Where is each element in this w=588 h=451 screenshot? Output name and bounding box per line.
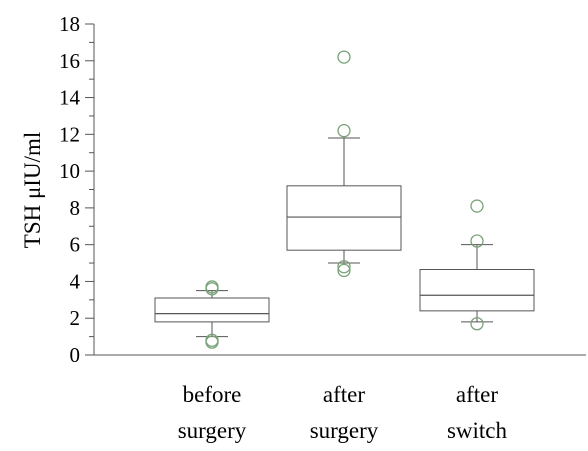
iqr-box (154, 297, 270, 323)
y-tick-label: 16 (59, 49, 80, 73)
iqr-box (286, 185, 402, 251)
y-axis-title: TSH μIU/ml (20, 132, 45, 248)
y-tick-label: 14 (59, 86, 81, 110)
y-axis: 0 2 4 6 8 10 12 14 16 18 (59, 12, 586, 367)
x-axis-labels: before surgery after surgery after switch (178, 382, 508, 443)
category-label-line1: before (183, 382, 242, 407)
y-tick-label: 10 (59, 159, 80, 183)
y-tick-label: 18 (59, 12, 80, 36)
box-group (286, 50, 402, 278)
outlier-point (470, 317, 484, 331)
outlier-point (337, 260, 351, 274)
outlier-point (205, 280, 219, 294)
box-group (154, 280, 270, 349)
category-label-line2: switch (447, 418, 508, 443)
y-tick-label: 2 (70, 306, 81, 330)
outlier-point (337, 50, 351, 64)
y-tick-label: 12 (59, 122, 80, 146)
outlier-point (470, 234, 484, 248)
y-tick-label: 0 (70, 343, 81, 367)
category-label-line1: after (456, 382, 498, 407)
y-tick-label: 8 (70, 196, 81, 220)
category-label-line1: after (323, 382, 365, 407)
outlier-point (205, 333, 219, 347)
y-tick-label: 4 (70, 269, 81, 293)
outlier-point (337, 263, 351, 278)
outlier-point (337, 124, 351, 138)
category-label-line2: surgery (310, 418, 379, 443)
y-tick-label: 6 (70, 233, 81, 257)
iqr-box (419, 268, 535, 312)
category-label-line2: surgery (178, 418, 247, 443)
box-group (419, 199, 535, 331)
box-plots (154, 50, 535, 349)
outlier-point (470, 199, 484, 213)
